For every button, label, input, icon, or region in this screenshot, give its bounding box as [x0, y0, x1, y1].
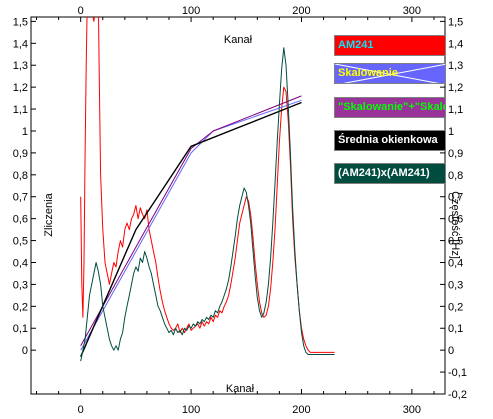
y-left-tick-label: 0,8	[13, 170, 28, 182]
y-left-tick-label: 1	[22, 126, 28, 138]
legend-item-4[interactable]: (AM241)x(AM241)	[334, 163, 446, 184]
y-right-tick-label: 1,5	[448, 16, 463, 28]
y-right-tick-label: 0,7	[448, 192, 463, 204]
x-bottom-axis-title: Kanał	[226, 383, 255, 395]
legend-item-label: (AM241)x(AM241)	[338, 167, 430, 179]
x-bottom-tick-label: 0	[78, 404, 84, 416]
y-left-tick-label: 0,9	[13, 148, 28, 160]
y-right-tick-label: 0	[448, 345, 454, 357]
series-line-2	[80, 95, 302, 347]
legend-item-label: Skalowanie	[338, 67, 398, 79]
y-left-tick-label: 0,5	[13, 236, 28, 248]
y-left-tick-label: 1,4	[13, 38, 28, 50]
y-right-tick-label: 1	[448, 126, 454, 138]
x-top-tick-label: 0	[78, 5, 84, 17]
y-left-tick-label: 0,6	[13, 214, 28, 226]
y-right-tick-label: 0,5	[448, 236, 463, 248]
x-top-tick-label: 200	[292, 5, 310, 17]
series-line-3	[80, 101, 302, 357]
y-left-tick-label: 0,1	[13, 323, 28, 335]
x-bottom-tick-label: 100	[182, 404, 200, 416]
y-right-tick-label: 0,1	[448, 323, 463, 335]
x-bottom-tick-label: 200	[292, 404, 310, 416]
y-right-tick-label: 1,3	[448, 60, 463, 72]
y-left-tick-label: 0,7	[13, 192, 28, 204]
x-top-tick-label: 300	[403, 5, 421, 17]
y-left-tick-label: 1,1	[13, 104, 28, 116]
y-right-tick-label: 1,1	[448, 104, 463, 116]
y-left-tick-label: 1,5	[13, 16, 28, 28]
legend-item-2[interactable]: "Skalowanie"+"Skalowanie"	[334, 97, 446, 118]
y-right-tick-label: 0,9	[448, 148, 463, 160]
y-right-tick-label: -0,2	[448, 389, 467, 401]
y-left-tick-label: 0,4	[13, 257, 28, 269]
ticks-layer: 1,5 1,4 1,3 1,2 1,1 1 0,9 0,8 0,7 0,6 0,5 0,4 0,3 0,2…	[13, 5, 467, 416]
y-right-tick-label: 1,2	[448, 82, 463, 94]
legend-item-1[interactable]: Skalowanie	[334, 63, 446, 84]
y-left-axis-title: Zliczenia	[43, 192, 55, 236]
y-left-tick-label: 0,2	[13, 301, 28, 313]
legend-item-label: "Skalowanie"+"Skalowanie"	[338, 101, 445, 113]
legend-item-label: AM241	[338, 39, 374, 51]
y-right-tick-label: 0,8	[448, 170, 463, 182]
y-left-tick-label: 0,3	[13, 279, 28, 291]
legend-item-0[interactable]: AM241	[334, 35, 446, 56]
series-layer	[80, 17, 335, 362]
y-right-tick-label: -0,1	[448, 367, 467, 379]
series-line-4	[80, 47, 335, 362]
y-right-tick-label: 0,4	[448, 257, 463, 269]
x-bottom-tick-label: 300	[403, 404, 421, 416]
y-right-tick-label: 0,2	[448, 301, 463, 313]
legend-item-label: Średnia okienkowa	[338, 134, 438, 146]
y-left-tick-label: 1,3	[13, 60, 28, 72]
y-right-tick-label: 1,4	[448, 38, 463, 50]
x-top-axis-title: Kanał	[224, 34, 253, 46]
y-left-tick-label: 1,2	[13, 82, 28, 94]
y-right-tick-label: 0,3	[448, 279, 463, 291]
y-right-axis-title: Częstość [Hz]	[449, 191, 461, 259]
legend-cross-icon	[335, 64, 445, 83]
legend-item-3[interactable]: Średnia okienkowa	[334, 130, 446, 151]
y-right-tick-label: 0,6	[448, 214, 463, 226]
y-left-tick-label: 0	[22, 345, 28, 357]
x-top-tick-label: 100	[182, 5, 200, 17]
series-line-0	[80, 17, 335, 353]
